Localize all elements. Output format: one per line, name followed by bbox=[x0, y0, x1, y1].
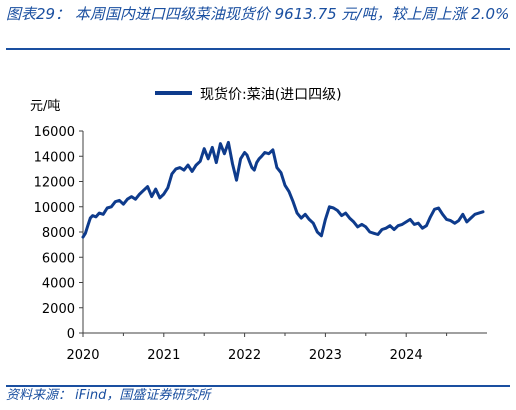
source-note: 资料来源： iFind，国盛证券研究所 bbox=[6, 388, 211, 403]
y-tick-label: 8000 bbox=[42, 226, 75, 241]
y-tick-label: 6000 bbox=[42, 251, 75, 266]
y-tick-label: 0 bbox=[67, 327, 75, 342]
y-tick-label: 16000 bbox=[34, 125, 75, 140]
title-rule bbox=[6, 48, 510, 50]
source-rule bbox=[6, 385, 510, 387]
series-layer bbox=[81, 140, 485, 239]
series-line-0 bbox=[81, 140, 485, 239]
y-tick-label: 10000 bbox=[34, 201, 75, 216]
x-tick-label: 2023 bbox=[309, 348, 342, 363]
x-tick-label: 2022 bbox=[228, 348, 261, 363]
x-tick-label: 2020 bbox=[66, 348, 99, 363]
legend-label: 现货价:菜油(进口四级) bbox=[200, 86, 342, 103]
y-tick-label: 12000 bbox=[34, 176, 75, 191]
x-tick-label: 2024 bbox=[390, 348, 423, 363]
y-axis-unit-label: 元/吨 bbox=[30, 99, 60, 114]
figure-title: 图表29： 本周国内进口四级菜油现货价 9613.75 元/吨，较上周上涨 2.… bbox=[6, 5, 510, 23]
axes: 0 2000 4000 6000 8000 10000 12000 14000 16000 202… bbox=[34, 125, 487, 363]
y-tick-label: 2000 bbox=[42, 302, 75, 317]
x-tick-label: 2021 bbox=[147, 348, 180, 363]
y-tick-label: 4000 bbox=[42, 277, 75, 292]
legend: 现货价:菜油(进口四级) bbox=[155, 86, 342, 103]
y-tick-label: 14000 bbox=[34, 150, 75, 165]
